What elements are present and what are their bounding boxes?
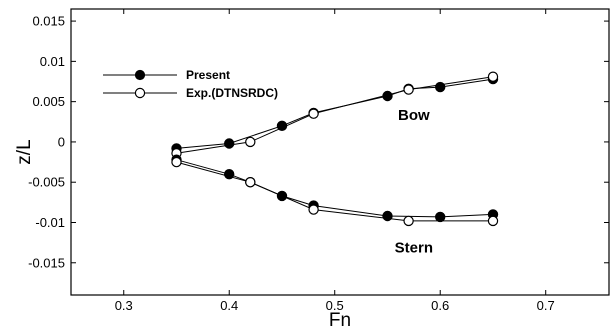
present-data-point bbox=[382, 210, 393, 222]
y-tick-label: 0 bbox=[58, 134, 65, 149]
present-data-point bbox=[435, 211, 446, 223]
x-tick-label: 0.7 bbox=[537, 298, 555, 313]
present-data-point bbox=[435, 81, 446, 93]
x-tick-label: 0.4 bbox=[220, 298, 238, 313]
series-line-stern-3 bbox=[176, 161, 493, 222]
exp-data-point bbox=[171, 156, 182, 168]
annotation-bow: Bow bbox=[398, 107, 430, 124]
series-layer bbox=[171, 71, 499, 227]
y-tick-label: -0.01 bbox=[35, 215, 65, 230]
x-axis-title: Fn bbox=[329, 310, 351, 331]
plot-frame bbox=[70, 8, 610, 296]
y-tick-label: 0.005 bbox=[32, 94, 65, 109]
present-data-point bbox=[223, 168, 235, 180]
x-axis-ticks: 0.3 0.4 0.5 0.6 0.7 bbox=[115, 9, 555, 313]
series-line-stern-2 bbox=[176, 159, 494, 218]
exp-data-point bbox=[245, 176, 256, 188]
y-axis-title: z/L bbox=[14, 139, 35, 164]
exp-data-point bbox=[308, 108, 319, 119]
legend-marker-present bbox=[134, 69, 146, 81]
exp-data-point bbox=[487, 71, 499, 82]
present-data-point bbox=[382, 90, 393, 102]
legend-label-present: Present bbox=[186, 68, 230, 82]
legend-label-exp: Exp.(DTNSRDC) bbox=[186, 86, 278, 100]
y-tick-label: -0.015 bbox=[28, 255, 65, 270]
legend: Present Exp.(DTNSRDC) bbox=[103, 68, 278, 100]
y-axis-ticks: 0.015 0.01 0.005 0 -0.005 -0.01 -0.015 bbox=[28, 14, 609, 270]
present-data-point bbox=[276, 190, 288, 202]
y-tick-label: 0.01 bbox=[40, 54, 65, 69]
x-tick-label: 0.5 bbox=[326, 298, 344, 313]
x-tick-label: 0.3 bbox=[115, 298, 133, 313]
annotation-layer: Bow Stern bbox=[395, 107, 433, 256]
y-tick-label: 0.015 bbox=[32, 14, 65, 29]
legend-marker-exp bbox=[134, 87, 146, 99]
exp-data-point bbox=[245, 136, 256, 148]
exp-data-point bbox=[308, 204, 319, 215]
present-data-point bbox=[223, 138, 235, 149]
y-tick-label: -0.005 bbox=[28, 175, 65, 190]
present-data-point bbox=[276, 120, 288, 132]
x-tick-label: 0.6 bbox=[431, 298, 449, 313]
exp-data-point bbox=[403, 84, 414, 95]
exp-data-point bbox=[487, 215, 499, 227]
annotation-stern: Stern bbox=[395, 239, 433, 256]
exp-data-point bbox=[403, 215, 414, 227]
